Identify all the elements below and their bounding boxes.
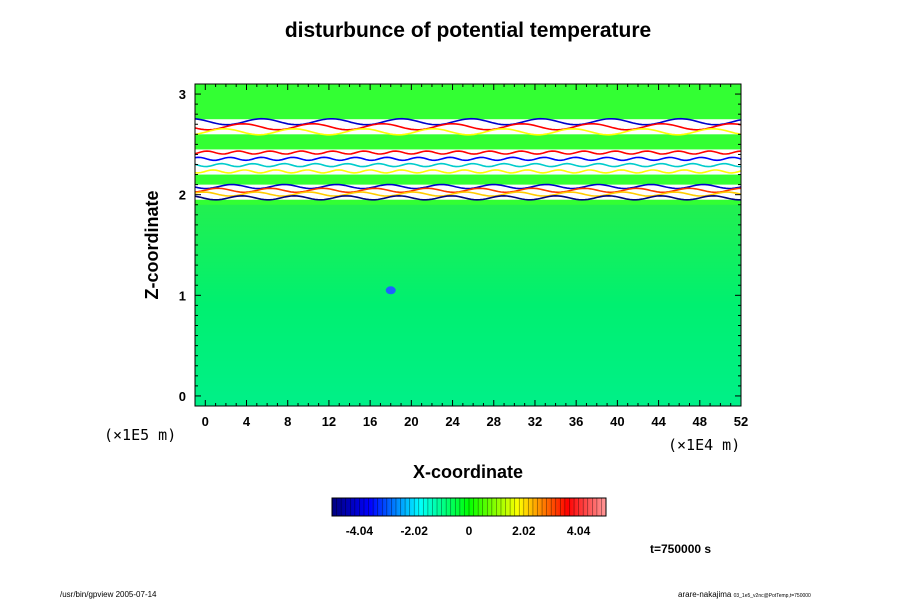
x-tick-label: 20 — [404, 414, 418, 429]
colorbar-divisions — [336, 498, 602, 516]
time-label: t=750000 s — [650, 542, 711, 556]
colorbar-tick-label: -2.02 — [401, 524, 429, 538]
band-line — [195, 162, 741, 168]
x-tick-label: 28 — [487, 414, 501, 429]
disturbance-bands — [195, 117, 741, 201]
x-tick-label: 4 — [243, 414, 251, 429]
band-line — [195, 156, 741, 162]
band-line — [195, 127, 741, 136]
colorbar-tick-label: 0 — [466, 524, 473, 538]
y-axis-label: Z-coordinate — [142, 190, 162, 299]
x-tick-label: 40 — [610, 414, 624, 429]
footer-left: /usr/bin/gpview 2005-07-14 — [60, 590, 157, 599]
footer-right-main: arare-nakajima — [678, 590, 732, 599]
colorbar: -4.04 -2.02 0 2.02 4.04 — [331, 497, 607, 538]
band-line — [195, 191, 741, 197]
chart-title: disturbunce of potential temperature — [285, 19, 651, 42]
footer-right-sub: 03_1e5_v2nc@PotTemp,t=750000 — [734, 593, 811, 599]
x-tick-label: 48 — [693, 414, 707, 429]
band-line — [195, 169, 741, 174]
x-tick-label: 8 — [284, 414, 291, 429]
x-tick-label: 52 — [734, 414, 748, 429]
x-tick-label: 0 — [202, 414, 209, 429]
colorbar-ticks: -4.04 -2.02 0 2.02 4.04 — [346, 524, 591, 538]
y-tick-label: 0 — [179, 389, 186, 404]
colorbar-tick-label: -4.04 — [346, 524, 374, 538]
x-tick-label: 36 — [569, 414, 583, 429]
band-line — [195, 117, 741, 126]
footer-right: arare-nakajima 03_1e5_v2nc@PotTemp,t=750… — [678, 590, 811, 599]
negative-anomaly — [385, 286, 396, 295]
band-line — [195, 187, 741, 194]
x-unit-label: (×1E4 m) — [668, 436, 740, 454]
colorbar-tick-label: 4.04 — [567, 524, 591, 538]
y-tick-label: 1 — [179, 288, 186, 303]
x-tick-label: 44 — [651, 414, 666, 429]
lower-layer — [195, 204, 741, 406]
x-axis-label: X-coordinate — [413, 462, 523, 482]
colorbar-tick-label: 2.02 — [512, 524, 536, 538]
x-tick-label: 32 — [528, 414, 542, 429]
y-unit-label: (×1E5 m) — [104, 426, 176, 444]
y-tick-label: 2 — [179, 188, 186, 203]
plot-area — [195, 84, 741, 406]
x-tick-label: 24 — [445, 414, 460, 429]
x-tick-label: 12 — [322, 414, 336, 429]
y-tick-label: 3 — [179, 87, 186, 102]
colorbar-frame — [331, 497, 607, 517]
band-line — [195, 194, 741, 201]
x-tick-label: 16 — [363, 414, 377, 429]
band-line — [195, 150, 741, 155]
band-line — [195, 183, 741, 190]
